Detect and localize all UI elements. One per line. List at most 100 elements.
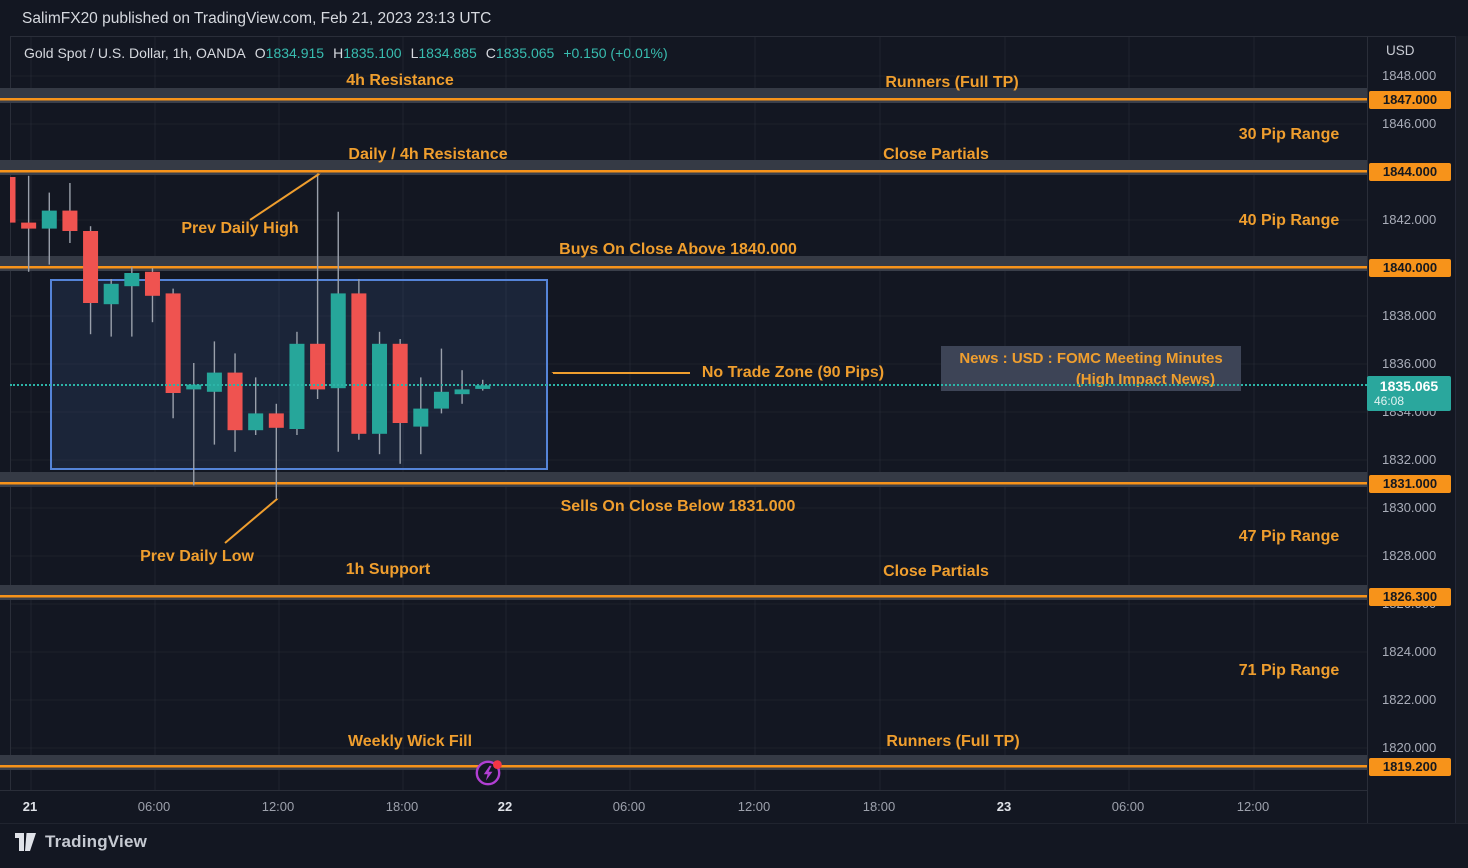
ohlc-values: O1834.915 H1835.100 L1834.885 C1835.065 (255, 45, 555, 61)
news-line-1: News : USD : FOMC Meeting Minutes (959, 350, 1223, 367)
ohlc-item: O1834.915 (254, 45, 325, 61)
candle-body (41, 210, 57, 229)
change-value: +0.150 (+0.01%) (563, 45, 668, 61)
time-tick-label: 23 (996, 799, 1012, 814)
zone-label: Prev Daily Low (140, 548, 254, 565)
candle-body (413, 408, 429, 427)
zone-price-label: 1847.000 (1369, 91, 1451, 109)
flash-idea-icon[interactable] (473, 756, 507, 790)
price-tick-label: 1848.000 (1382, 68, 1437, 83)
price-tick-label: 1846.000 (1382, 116, 1437, 131)
price-tick-label: 1830.000 (1382, 500, 1437, 515)
ohlc-item: H1835.100 (333, 45, 402, 61)
zone-price-label: 1819.200 (1369, 758, 1451, 777)
time-tick-label: 12:00 (737, 799, 771, 814)
price-zone-band (0, 471, 1367, 487)
news-callout: News : USD : FOMC Meeting Minutes (High … (941, 346, 1241, 391)
axis-currency-label: USD (1386, 43, 1415, 58)
zone-label: Buys On Close Above 1840.000 (559, 241, 797, 258)
symbol-title[interactable]: Gold Spot / U.S. Dollar, 1h, OANDA (24, 45, 246, 61)
tradingview-logo[interactable]: TradingView (15, 832, 147, 852)
candle-body (433, 391, 449, 409)
zone-label: 71 Pip Range (1238, 662, 1340, 679)
time-tick-label: 21 (22, 799, 38, 814)
candle-body (330, 293, 346, 389)
zone-label: 40 Pip Range (1238, 212, 1340, 229)
prev-daily-high-arrow (249, 174, 319, 221)
candle-body (372, 343, 388, 434)
attribution-text: SalimFX20 published on TradingView.com, … (22, 10, 492, 27)
candle-body (310, 343, 326, 390)
current-price-label: 1835.065 46:08 (1367, 376, 1451, 412)
candle-body (206, 372, 222, 392)
notification-dot (493, 760, 502, 769)
zone-label: Sells On Close Below 1831.000 (560, 498, 796, 515)
price-tick-label: 1838.000 (1382, 308, 1437, 323)
zone-price-label: 1831.000 (1369, 475, 1451, 493)
bottom-bar: TradingView (0, 823, 1468, 868)
price-tick-label: 1828.000 (1382, 548, 1437, 563)
candle-body (10, 177, 16, 223)
candle-body (268, 413, 284, 428)
current-price-line (10, 384, 1367, 387)
zone-price-label: 1844.000 (1369, 163, 1451, 181)
zone-label: Runners (Full TP) (886, 733, 1020, 750)
zone-price-label: 1840.000 (1369, 259, 1451, 277)
price-tick-label: 1842.000 (1382, 212, 1437, 227)
candle-body (351, 293, 367, 434)
time-tick-label: 22 (497, 799, 513, 814)
time-tick-label: 06:00 (612, 799, 646, 814)
zone-label: 47 Pip Range (1238, 528, 1340, 545)
zone-label: 30 Pip Range (1238, 126, 1340, 143)
candle-body (21, 222, 37, 229)
tradingview-logo-text: TradingView (45, 832, 148, 851)
time-tick-label: 06:00 (1111, 799, 1145, 814)
candle-body (103, 283, 119, 305)
zone-label: Close Partials (883, 563, 989, 580)
candle-body (475, 385, 491, 389)
price-tick-label: 1836.000 (1382, 356, 1437, 371)
candle-body (165, 293, 181, 393)
time-tick-label: 12:00 (1236, 799, 1270, 814)
candle-body (392, 343, 408, 423)
zone-price-label: 1826.300 (1369, 587, 1451, 606)
zone-label: 4h Resistance (346, 72, 454, 89)
zone-label: Weekly Wick Fill (347, 733, 473, 750)
candle-body (186, 384, 202, 390)
zone-label: Close Partials (883, 146, 989, 163)
time-tick-label: 18:00 (862, 799, 896, 814)
price-zone-band (0, 159, 1367, 175)
lightning-bolt-glyph (483, 765, 493, 781)
current-price-value: 1835.065 (1379, 378, 1439, 395)
candle-body (454, 389, 470, 395)
zone-label: 1h Support (345, 561, 431, 578)
candle-body (227, 372, 243, 431)
news-line-2: (High Impact News) (1075, 371, 1215, 388)
attribution-bar: SalimFX20 published on TradingView.com, … (0, 0, 1468, 36)
zone-label: Runners (Full TP) (885, 74, 1019, 91)
time-tick-label: 06:00 (137, 799, 171, 814)
price-zone-band (0, 754, 1367, 770)
candle-body (248, 413, 264, 431)
time-tick-label: 18:00 (385, 799, 419, 814)
price-tick-label: 1822.000 (1382, 692, 1437, 707)
price-tick-label: 1824.000 (1382, 644, 1437, 659)
price-zone-band (0, 584, 1367, 600)
ohlc-item: C1835.065 (485, 45, 555, 61)
zone-label: Daily / 4h Resistance (348, 146, 508, 163)
time-axis[interactable]: 21 06:00 12:00 18:00 22 06:00 12:00 18:00 23 06:0… (0, 790, 1367, 823)
candle-body (62, 210, 78, 231)
right-edge-strip (1455, 36, 1468, 823)
prev-daily-low-arrow (224, 499, 277, 544)
zone-label: No Trade Zone (90 Pips) (701, 364, 885, 381)
price-axis[interactable]: USD 1848.000 1846.000 1844.000 1842.000 1840… (1367, 36, 1455, 823)
candle-body (83, 231, 99, 303)
price-tick-label: 1820.000 (1382, 740, 1437, 755)
symbol-legend[interactable]: Gold Spot / U.S. Dollar, 1h, OANDA O1834… (24, 45, 668, 61)
candle-body (144, 271, 160, 296)
tradingview-logo-icon (15, 833, 36, 851)
time-tick-label: 12:00 (261, 799, 295, 814)
ohlc-item: L1834.885 (410, 45, 477, 61)
price-zone-band (0, 87, 1367, 103)
